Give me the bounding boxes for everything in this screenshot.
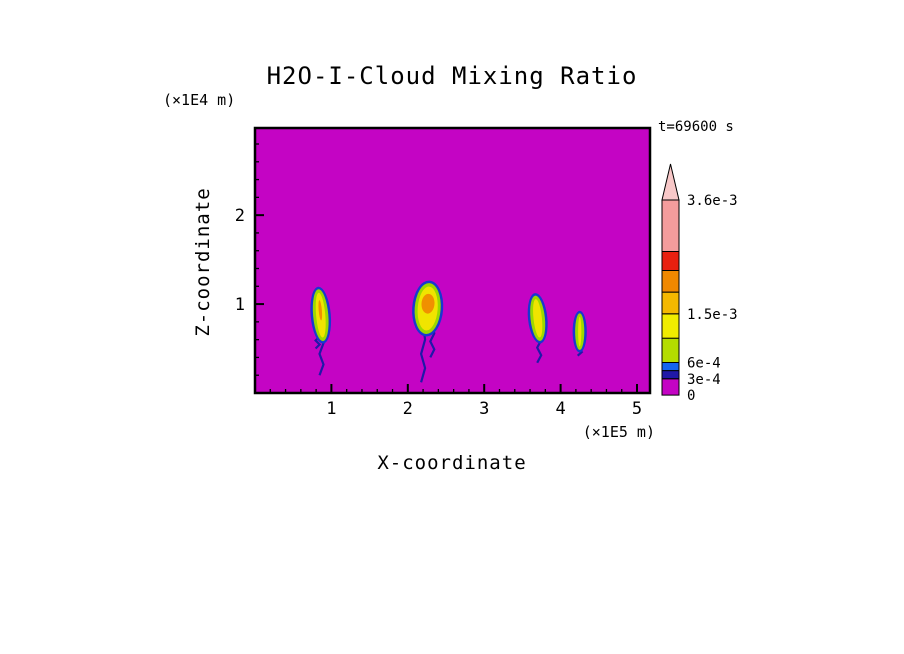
cloud-feature: [527, 293, 548, 364]
y-tick-label: 1: [235, 295, 245, 315]
colorbar-segment: [661, 370, 680, 380]
cloud-core-contour: [533, 299, 543, 338]
colorbar-label: 6e-4: [687, 356, 721, 372]
colorbar-segment: [661, 291, 680, 315]
colorbar-segment: [661, 337, 680, 364]
x-tick-label: 5: [632, 399, 642, 419]
colorbar-label: 1.5e-3: [687, 307, 738, 323]
colorbar-label: 0: [687, 388, 695, 404]
y-axis-units: (×1E4 m): [163, 91, 235, 109]
colorbar-label: 3.6e-3: [687, 193, 738, 209]
plot-area: [253, 126, 652, 395]
colorbar-segment: [661, 362, 680, 372]
colorbar-segment: [661, 313, 680, 339]
colorbar-segment: [661, 378, 680, 396]
x-axis-units: (×1E5 m): [583, 423, 655, 441]
plot-border: [253, 126, 652, 395]
colorbar-segment: [661, 199, 680, 252]
cloud-hot-spot: [318, 300, 323, 321]
x-axis-label: X-coordinate: [377, 452, 526, 474]
colorbar-label: 3e-4: [687, 372, 721, 388]
cloud-feature: [310, 286, 332, 376]
time-annotation: t=69600 s: [658, 119, 734, 135]
y-axis-label: Z-coordinate: [192, 187, 214, 336]
colorbar-segment: [661, 269, 680, 293]
cloud-hot-spot: [421, 293, 435, 314]
colorbar-overflow-arrow: [661, 163, 680, 201]
plot-background: [255, 128, 650, 393]
cloud-core-contour: [578, 316, 582, 347]
plot-title: H2O-I-Cloud Mixing Ratio: [267, 62, 638, 90]
x-tick-label: 3: [479, 399, 489, 419]
cloud-feature: [412, 280, 444, 383]
x-tick-label: 2: [403, 399, 413, 419]
colorbar: 3.6e-3 1.5e-3 6e-43e-40: [661, 163, 738, 404]
x-tick-label: 4: [555, 399, 565, 419]
cloud-feature: [572, 310, 587, 357]
x-tick-label: 1: [326, 399, 336, 419]
y-tick-label: 2: [235, 206, 245, 226]
colorbar-segment: [661, 251, 680, 271]
